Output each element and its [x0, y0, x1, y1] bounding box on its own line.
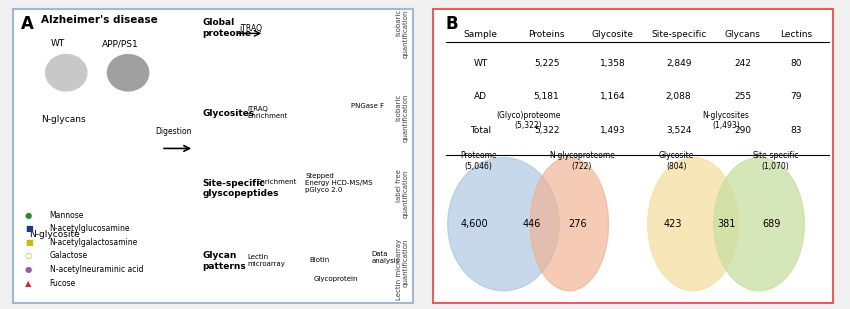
- Text: 5,181: 5,181: [534, 92, 559, 101]
- Text: Site-specific
glyscopeptides: Site-specific glyscopeptides: [202, 179, 279, 198]
- Text: WT: WT: [51, 40, 65, 49]
- Text: 80: 80: [790, 59, 802, 68]
- Text: Fucose: Fucose: [50, 279, 76, 288]
- Text: 290: 290: [734, 126, 751, 135]
- Text: Total: Total: [470, 126, 491, 135]
- Text: Glycosite
(804): Glycosite (804): [659, 151, 694, 171]
- Text: Digestion: Digestion: [156, 127, 192, 136]
- Text: 689: 689: [762, 219, 780, 229]
- Ellipse shape: [46, 55, 87, 91]
- Text: 5,225: 5,225: [534, 59, 559, 68]
- Text: B: B: [445, 15, 458, 33]
- Text: Glycosites: Glycosites: [202, 109, 254, 118]
- Text: label free
quantification: label free quantification: [395, 170, 409, 218]
- FancyBboxPatch shape: [13, 9, 412, 303]
- Text: N-glycans: N-glycans: [42, 115, 86, 124]
- Text: (Glyco)proteome
(5,322): (Glyco)proteome (5,322): [496, 111, 560, 130]
- Text: WT: WT: [473, 59, 488, 68]
- Text: Alzheimer's disease: Alzheimer's disease: [41, 15, 157, 25]
- Text: Glycan
patterns: Glycan patterns: [202, 252, 246, 271]
- Text: Site-specific: Site-specific: [651, 30, 706, 40]
- Text: Stepped
Energy HCD-MS/MS
pGlyco 2.0: Stepped Energy HCD-MS/MS pGlyco 2.0: [305, 173, 373, 193]
- Text: Lectin microarray
quantification: Lectin microarray quantification: [395, 239, 409, 300]
- Text: 79: 79: [790, 92, 802, 101]
- Ellipse shape: [648, 158, 739, 291]
- Text: ■: ■: [25, 238, 33, 247]
- Text: ■: ■: [25, 224, 33, 233]
- Text: iTRAQ
Enrichment: iTRAQ Enrichment: [247, 106, 288, 119]
- Text: N-acetylglucosamine: N-acetylglucosamine: [50, 224, 130, 233]
- Text: Lectin
microarray: Lectin microarray: [247, 254, 286, 267]
- Text: 1,493: 1,493: [600, 126, 626, 135]
- Text: Global
proteome: Global proteome: [202, 18, 252, 38]
- Text: Proteome
(5,046): Proteome (5,046): [461, 151, 497, 171]
- Text: Biotin: Biotin: [309, 257, 330, 264]
- Text: Sample: Sample: [463, 30, 497, 40]
- Text: Glycoprotein: Glycoprotein: [314, 276, 358, 281]
- Text: Lectins: Lectins: [780, 30, 813, 40]
- Text: N-glycosites
(1,493): N-glycosites (1,493): [703, 111, 750, 130]
- Text: N-acetylneuraminic acid: N-acetylneuraminic acid: [50, 265, 144, 274]
- Text: 446: 446: [523, 219, 541, 229]
- Text: 381: 381: [717, 219, 735, 229]
- Text: 1,164: 1,164: [600, 92, 626, 101]
- Text: Glycosite: Glycosite: [592, 30, 633, 40]
- Text: Proteins: Proteins: [529, 30, 565, 40]
- Text: 255: 255: [734, 92, 751, 101]
- Text: Glycans: Glycans: [724, 30, 761, 40]
- Ellipse shape: [107, 55, 149, 91]
- Text: 242: 242: [734, 59, 751, 68]
- Text: iTRAQ: iTRAQ: [240, 24, 263, 33]
- Text: 2,088: 2,088: [666, 92, 691, 101]
- Text: Enrichment: Enrichment: [256, 179, 297, 185]
- Text: ●: ●: [25, 265, 32, 274]
- Text: 276: 276: [569, 219, 586, 229]
- FancyBboxPatch shape: [434, 9, 833, 303]
- Text: ○: ○: [25, 252, 32, 260]
- Text: N-glycoproteome
(722): N-glycoproteome (722): [549, 151, 615, 171]
- Text: Isobaric
quantification: Isobaric quantification: [395, 94, 409, 142]
- Text: PNGase F: PNGase F: [351, 103, 384, 109]
- Text: 423: 423: [663, 219, 682, 229]
- Text: 1,358: 1,358: [600, 59, 626, 68]
- Text: 5,322: 5,322: [534, 126, 559, 135]
- Text: Isobaric
quantification: Isobaric quantification: [395, 9, 409, 57]
- Text: Galactose: Galactose: [50, 252, 88, 260]
- Text: N-acetylgalactosamine: N-acetylgalactosamine: [50, 238, 138, 247]
- Text: ▲: ▲: [25, 279, 31, 288]
- Text: AD: AD: [474, 92, 487, 101]
- Ellipse shape: [530, 158, 609, 291]
- Text: 83: 83: [790, 126, 802, 135]
- Text: 4,600: 4,600: [461, 219, 488, 229]
- Ellipse shape: [448, 158, 559, 291]
- Text: 3,524: 3,524: [666, 126, 691, 135]
- Text: APP/PS1: APP/PS1: [101, 40, 139, 49]
- Text: Data
analysis: Data analysis: [371, 252, 399, 265]
- Text: A: A: [21, 15, 34, 33]
- Text: N-glycosite: N-glycosite: [29, 230, 80, 239]
- Text: Mannose: Mannose: [50, 210, 84, 220]
- Text: 2,849: 2,849: [666, 59, 691, 68]
- Text: ●: ●: [25, 210, 32, 220]
- Ellipse shape: [714, 158, 804, 291]
- Text: Site-specific
(1,070): Site-specific (1,070): [752, 151, 799, 171]
